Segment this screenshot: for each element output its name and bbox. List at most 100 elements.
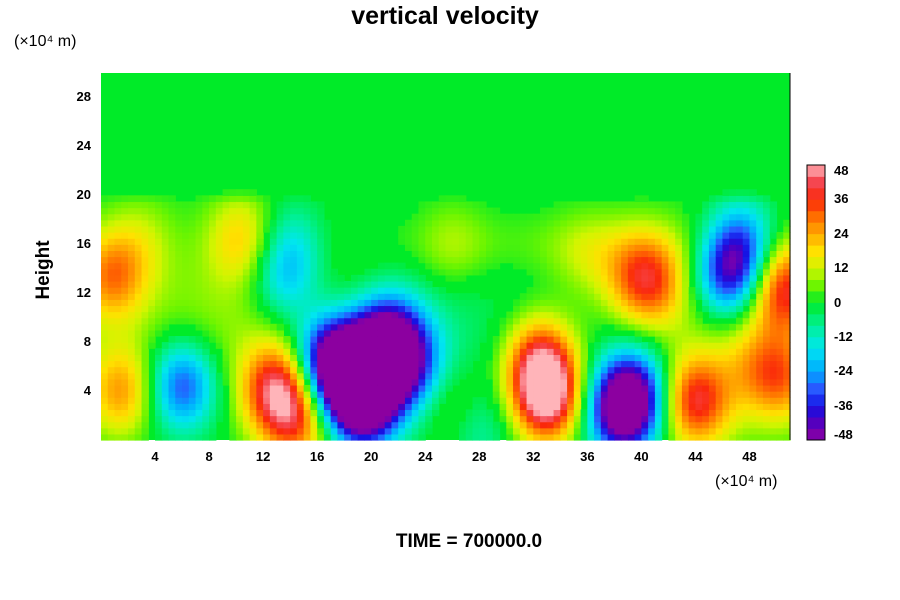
heat-cell [128, 238, 136, 245]
heat-cell [195, 427, 203, 435]
heat-cell [600, 391, 609, 398]
heat-cell [715, 427, 724, 435]
heat-cell [573, 268, 582, 276]
heat-cell [762, 244, 771, 251]
heat-cell [303, 250, 311, 258]
heat-cell [742, 342, 751, 349]
heat-cell [195, 372, 203, 380]
heat-cell [580, 280, 588, 288]
heat-cell [654, 250, 663, 258]
heat-cell [188, 232, 197, 239]
heat-cell [479, 317, 487, 325]
heat-cell [188, 384, 197, 392]
heat-cell [472, 336, 480, 343]
heat-cell [634, 391, 642, 398]
heat-cell [749, 391, 757, 398]
heat-cell [627, 354, 636, 362]
heat-cell [553, 372, 561, 380]
heat-cell [553, 268, 561, 276]
heat-cell [195, 366, 203, 374]
heat-cell [526, 354, 534, 362]
heat-cell [472, 348, 480, 355]
heat-cell [161, 232, 170, 239]
heat-cell [296, 207, 305, 215]
heat-cell [182, 403, 190, 411]
y-tick-label: 20 [76, 187, 91, 203]
heat-cell [729, 421, 737, 429]
heat-cell [702, 427, 710, 435]
heat-cell [681, 244, 690, 251]
heat-cell [202, 207, 210, 215]
heat-cell [411, 280, 420, 288]
heat-cell [465, 348, 474, 355]
heat-cell [155, 378, 163, 386]
heat-cell [546, 421, 555, 429]
heat-cell [776, 317, 784, 325]
heat-cell [236, 207, 244, 215]
heat-cell [242, 201, 251, 209]
heat-cell [567, 311, 575, 319]
heat-cell [249, 225, 257, 233]
heat-cell [364, 311, 372, 319]
heat-cell [236, 256, 244, 264]
x-tick-label: 12 [255, 449, 271, 464]
heat-cell [222, 213, 230, 221]
heat-cell [688, 348, 697, 355]
heat-cell [560, 391, 568, 398]
heat-cell [769, 317, 778, 325]
heat-cell [533, 421, 541, 429]
heat-cell [526, 219, 534, 227]
heat-cell [411, 219, 420, 227]
heat-cell [722, 256, 730, 264]
heat-cell [560, 317, 568, 325]
heat-cell [479, 219, 487, 227]
heat-cell [648, 256, 656, 264]
heat-cell [627, 305, 636, 313]
heat-cell [182, 348, 190, 355]
heat-cell [560, 287, 568, 294]
heat-cell [580, 262, 588, 270]
heat-cell [641, 372, 649, 380]
heat-cell [587, 219, 595, 227]
heat-cell [634, 201, 642, 209]
heat-cell [398, 238, 406, 245]
heat-cell [128, 299, 136, 307]
heat-cell [276, 384, 284, 392]
heat-cell [161, 323, 170, 331]
heat-cell [634, 305, 642, 313]
heat-cell [533, 354, 541, 362]
heat-cell [188, 409, 197, 417]
heat-cell [222, 207, 230, 215]
heat-cell [161, 421, 170, 429]
heat-cell [627, 409, 636, 417]
heat-cell [567, 391, 575, 398]
heat-cell [783, 323, 791, 331]
heat-cell [182, 366, 190, 374]
heat-cell [756, 354, 764, 362]
heat-cell [242, 433, 251, 441]
heat-cell [607, 403, 615, 411]
heat-cell [195, 280, 203, 288]
heat-cell [229, 287, 237, 294]
heat-cell [735, 293, 744, 300]
heat-cell [101, 274, 109, 282]
heat-cell [459, 372, 467, 380]
heat-cell [634, 397, 642, 404]
heat-cell [553, 287, 561, 294]
heat-cell [587, 336, 595, 343]
heat-cell [249, 311, 257, 319]
heat-cell [681, 391, 690, 398]
heat-cell [121, 427, 129, 435]
heat-cell [445, 360, 453, 368]
heat-cell [762, 336, 771, 343]
heat-cell [526, 433, 534, 441]
heat-cell [209, 201, 217, 209]
heat-cell [735, 256, 744, 264]
heat-cell [283, 421, 291, 429]
heat-cell [553, 238, 561, 245]
heat-cell [533, 348, 541, 355]
heat-cell [148, 256, 156, 264]
heat-cell [330, 268, 339, 276]
heat-cell [540, 305, 548, 313]
heat-cell [695, 360, 703, 368]
